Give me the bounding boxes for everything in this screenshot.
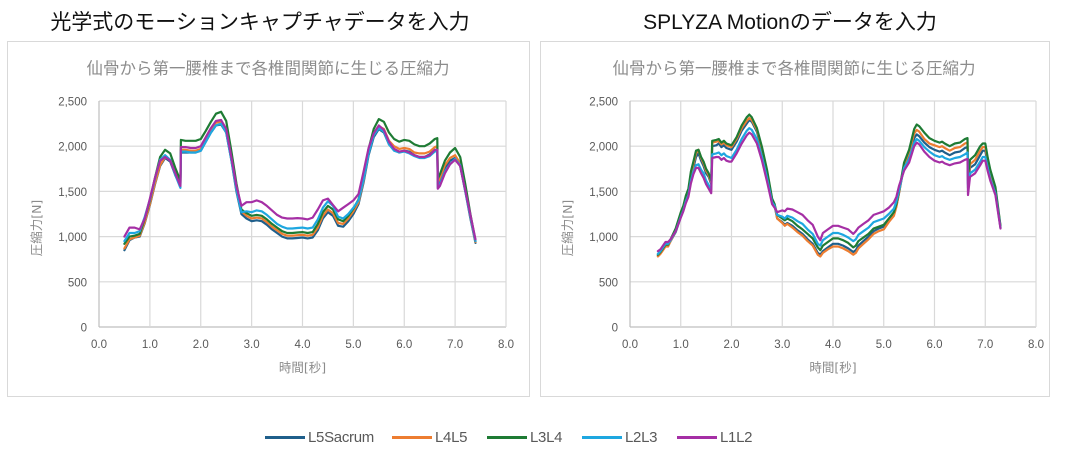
- x-axis-label: 時間[秒]: [809, 360, 856, 375]
- legend-label: L3L4: [530, 428, 563, 446]
- chart-title: 仙骨から第一腰椎まで各椎間関節に生じる圧縮力: [87, 59, 450, 78]
- x-tick-label: 8.0: [498, 339, 514, 351]
- y-tick-label: 1,000: [589, 232, 618, 244]
- legend-item-l2l3: L2L3: [582, 425, 657, 449]
- left-chart-heading: 光学式のモーションキャプチャデータを入力: [50, 10, 470, 34]
- x-axis-label: 時間[秒]: [279, 360, 326, 375]
- series-line-l5sacrum: [656, 118, 1002, 257]
- y-tick-label: 2,000: [58, 142, 87, 154]
- legend-label: L2L3: [625, 428, 658, 446]
- y-tick-label: 1,500: [589, 187, 618, 199]
- legend-swatch-l2l3: [582, 435, 622, 439]
- legend-swatch-l4l5: [392, 435, 432, 439]
- series-line-l4l5: [123, 120, 477, 250]
- x-tick-label: 0.0: [91, 339, 107, 351]
- x-tick-label: 6.0: [927, 339, 943, 351]
- x-tick-label: 5.0: [345, 339, 361, 351]
- right-chart-svg: 仙骨から第一腰椎まで各椎間関節に生じる圧縮力 0 500 1,000 1,500 2,00…: [560, 59, 1044, 375]
- x-tick-label: 2.0: [193, 339, 209, 351]
- series-line-l1l2: [123, 118, 477, 241]
- series-line-l1l2: [656, 131, 1002, 253]
- left-chart-panel: 仙骨から第一腰椎まで各椎間関節に生じる圧縮力 0 500 1,000 1,500 2,00…: [7, 41, 530, 397]
- y-axis-label: 圧縮力[N]: [560, 200, 575, 257]
- legend-item-l4l5: L4L5: [392, 425, 467, 449]
- series-line-l2l3: [123, 122, 477, 243]
- y-tick-label: 2,500: [589, 97, 618, 109]
- y-tick-label: 0: [81, 323, 87, 335]
- x-tick-label: 3.0: [774, 339, 790, 351]
- x-tick-label: 5.0: [876, 339, 892, 351]
- legend-item-l1l2: L1L2: [677, 425, 752, 449]
- x-tick-label: 8.0: [1028, 339, 1044, 351]
- x-tick-label: 1.0: [673, 339, 689, 351]
- x-tick-label: 7.0: [447, 339, 463, 351]
- x-tick-label: 7.0: [977, 339, 993, 351]
- series-line-l3l4: [123, 110, 477, 245]
- x-tick-label: 1.0: [142, 339, 158, 351]
- legend-swatch-l5sacrum: [265, 435, 305, 439]
- legend-swatch-l1l2: [677, 435, 717, 439]
- x-tick-label: 6.0: [396, 339, 412, 351]
- legend-label: L1L2: [720, 428, 753, 446]
- x-tick-label: 4.0: [295, 339, 311, 351]
- y-tick-label: 500: [68, 277, 87, 289]
- y-tick-label: 2,000: [589, 142, 618, 154]
- series-line-l2l3: [656, 126, 1002, 255]
- x-tick-label: 0.0: [622, 339, 638, 351]
- chart-title: 仙骨から第一腰椎まで各椎間関節に生じる圧縮力: [613, 59, 976, 78]
- y-tick-label: 1,500: [58, 187, 87, 199]
- legend-item-l3l4: L3L4: [487, 425, 562, 449]
- right-chart-panel: 仙骨から第一腰椎まで各椎間関節に生じる圧縮力 0 500 1,000 1,500 2,00…: [540, 41, 1050, 397]
- y-tick-label: 2,500: [58, 97, 87, 109]
- y-tick-label: 0: [612, 323, 618, 335]
- y-axis-label: 圧縮力[N]: [29, 200, 44, 257]
- legend-label: L5Sacrum: [308, 428, 374, 446]
- legend-label: L4L5: [435, 428, 468, 446]
- x-tick-label: 4.0: [825, 339, 841, 351]
- legend-item-l5sacrum: L5Sacrum: [265, 425, 374, 449]
- y-tick-label: 1,000: [58, 232, 87, 244]
- x-tick-label: 2.0: [724, 339, 740, 351]
- legend-swatch-l3l4: [487, 435, 527, 439]
- x-tick-label: 3.0: [244, 339, 260, 351]
- chart-legend: L5Sacrum L4L5 L3L4 L2L3 L1L2: [0, 425, 1077, 449]
- right-chart-heading: SPLYZA Motionのデータを入力: [643, 11, 937, 34]
- y-tick-label: 500: [599, 277, 618, 289]
- series-line-l3l4: [656, 113, 1002, 256]
- left-chart-svg: 仙骨から第一腰椎まで各椎間関節に生じる圧縮力 0 500 1,000 1,500 2,00…: [29, 59, 514, 375]
